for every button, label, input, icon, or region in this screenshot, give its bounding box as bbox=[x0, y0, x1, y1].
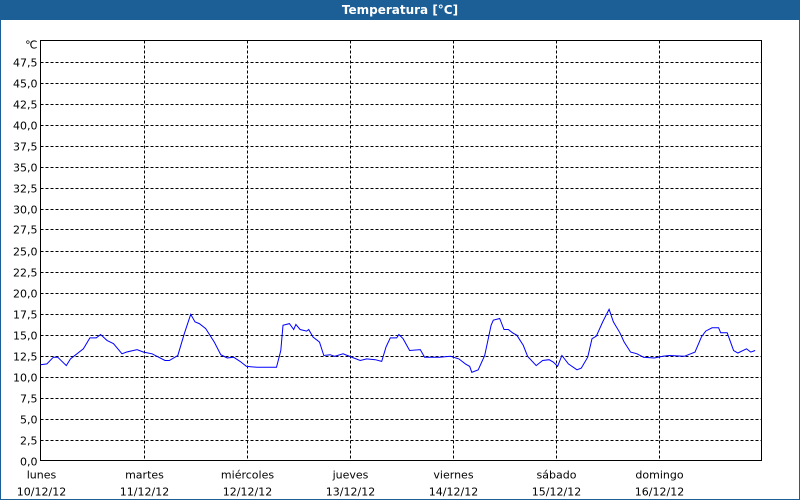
y-tick-label: 42,5 bbox=[13, 99, 38, 112]
y-tick-label: 2,5 bbox=[20, 435, 38, 448]
x-tick-day: domingo bbox=[635, 469, 683, 482]
x-tick-date: 13/12/12 bbox=[326, 486, 375, 499]
y-tick-label: 40,0 bbox=[13, 120, 38, 133]
y-tick-label: 0,0 bbox=[20, 456, 38, 469]
y-tick-label: 25,0 bbox=[13, 246, 38, 259]
y-tick-label: 35,0 bbox=[13, 162, 38, 175]
x-tick-date: 16/12/12 bbox=[635, 486, 684, 499]
x-tick-day: miércoles bbox=[221, 469, 274, 482]
x-tick-day: jueves bbox=[332, 469, 369, 482]
y-tick-label: 15,0 bbox=[13, 330, 38, 343]
y-tick-label: 12,5 bbox=[13, 351, 38, 364]
temperature-line bbox=[40, 308, 756, 373]
x-tick-day: martes bbox=[125, 469, 164, 482]
x-tick-date: 11/12/12 bbox=[120, 486, 169, 499]
y-tick-label: 47,5 bbox=[13, 57, 38, 70]
y-tick-label: 32,5 bbox=[13, 183, 38, 196]
y-tick-label: 10,0 bbox=[13, 372, 38, 385]
x-tick-day: lunes bbox=[27, 469, 57, 482]
x-tick-day: viernes bbox=[433, 469, 473, 482]
y-axis-unit: ℃ bbox=[25, 39, 37, 52]
plot-area bbox=[40, 40, 762, 461]
y-tick-label: 27,5 bbox=[13, 224, 38, 237]
y-tick-label: 30,0 bbox=[13, 204, 38, 217]
y-tick-label: 45,0 bbox=[13, 78, 38, 91]
y-tick-label: 17,5 bbox=[13, 309, 38, 322]
x-tick-day: sábado bbox=[537, 469, 577, 482]
y-tick-label: 20,0 bbox=[13, 288, 38, 301]
y-tick-label: 37,5 bbox=[13, 141, 38, 154]
y-tick-label: 7,5 bbox=[20, 393, 38, 406]
x-tick-date: 12/12/12 bbox=[223, 486, 272, 499]
window-title: Temperatura [°C] bbox=[0, 0, 800, 20]
x-tick-date: 10/12/12 bbox=[17, 486, 66, 499]
x-tick-date: 14/12/12 bbox=[429, 486, 478, 499]
y-tick-label: 5,0 bbox=[20, 414, 38, 427]
y-tick-label: 22,5 bbox=[13, 267, 38, 280]
x-tick-date: 15/12/12 bbox=[532, 486, 581, 499]
